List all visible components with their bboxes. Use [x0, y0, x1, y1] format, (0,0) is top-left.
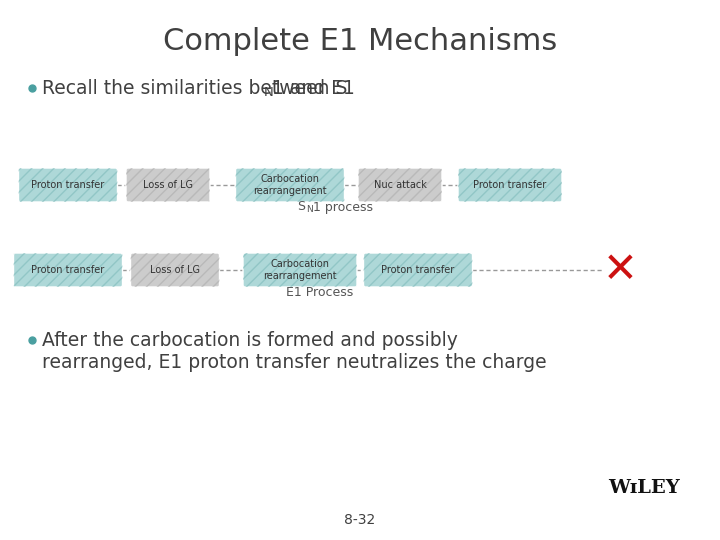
FancyBboxPatch shape: [126, 168, 210, 202]
FancyBboxPatch shape: [14, 253, 122, 287]
Text: Proton transfer: Proton transfer: [382, 265, 454, 275]
FancyBboxPatch shape: [364, 253, 472, 287]
FancyBboxPatch shape: [235, 168, 344, 202]
Text: N: N: [264, 85, 274, 98]
Text: WɪLEY: WɪLEY: [608, 479, 680, 497]
Text: Complete E1 Mechanisms: Complete E1 Mechanisms: [163, 28, 557, 57]
Text: 1 process: 1 process: [313, 200, 373, 213]
Text: 1 and E1: 1 and E1: [272, 78, 355, 98]
Text: E1 Process: E1 Process: [287, 287, 354, 300]
Text: Proton transfer: Proton transfer: [473, 180, 546, 190]
Text: N: N: [306, 206, 312, 214]
Text: Loss of LG: Loss of LG: [150, 265, 200, 275]
Text: Proton transfer: Proton transfer: [32, 180, 104, 190]
FancyBboxPatch shape: [358, 168, 442, 202]
FancyBboxPatch shape: [458, 168, 562, 202]
Text: rearranged, E1 proton transfer neutralizes the charge: rearranged, E1 proton transfer neutraliz…: [42, 353, 546, 372]
Text: Proton transfer: Proton transfer: [32, 265, 104, 275]
Text: ✕: ✕: [603, 249, 637, 291]
Text: S: S: [297, 200, 305, 213]
FancyBboxPatch shape: [243, 253, 357, 287]
Text: Recall the similarities between S: Recall the similarities between S: [42, 78, 347, 98]
Text: Carbocation
rearrangement: Carbocation rearrangement: [264, 259, 337, 281]
FancyBboxPatch shape: [19, 168, 117, 202]
FancyBboxPatch shape: [130, 253, 220, 287]
Text: 8-32: 8-32: [344, 513, 376, 527]
Text: Loss of LG: Loss of LG: [143, 180, 193, 190]
Text: Carbocation
rearrangement: Carbocation rearrangement: [253, 174, 327, 196]
Text: After the carbocation is formed and possibly: After the carbocation is formed and poss…: [42, 330, 458, 349]
Text: Nuc attack: Nuc attack: [374, 180, 426, 190]
